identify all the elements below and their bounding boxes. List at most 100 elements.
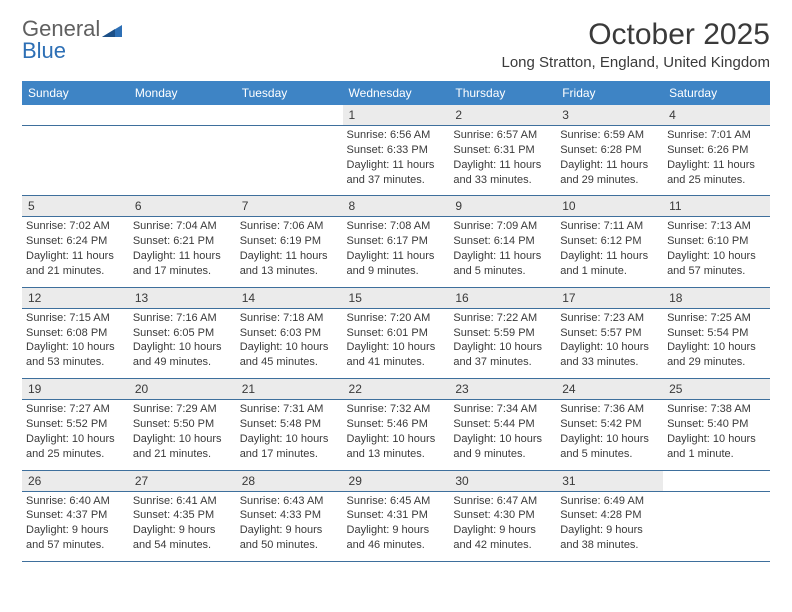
sunset-text: Sunset: 5:40 PM <box>667 417 766 432</box>
triangle-icon <box>102 21 122 37</box>
sunrise-text: Sunrise: 6:56 AM <box>347 128 446 143</box>
sunrise-text: Sunrise: 7:32 AM <box>347 402 446 417</box>
sunset-text: Sunset: 6:17 PM <box>347 234 446 249</box>
sunrise-text: Sunrise: 7:13 AM <box>667 219 766 234</box>
calendar-day-cell: Sunrise: 6:43 AMSunset: 4:33 PMDaylight:… <box>236 491 343 561</box>
sunset-text: Sunset: 6:01 PM <box>347 326 446 341</box>
calendar-day-body: Sunrise: 6:49 AMSunset: 4:28 PMDaylight:… <box>560 492 659 553</box>
calendar-header-sunday: Sunday <box>22 81 129 105</box>
sunset-text: Sunset: 6:12 PM <box>560 234 659 249</box>
sunrise-text: Sunrise: 6:41 AM <box>133 494 232 509</box>
calendar-day-cell: Sunrise: 7:06 AMSunset: 6:19 PMDaylight:… <box>236 217 343 287</box>
calendar-day-cell: Sunrise: 7:18 AMSunset: 6:03 PMDaylight:… <box>236 308 343 378</box>
daylight-text: Daylight: 11 hours and 5 minutes. <box>453 249 552 279</box>
calendar-day-cell: Sunrise: 7:02 AMSunset: 6:24 PMDaylight:… <box>22 217 129 287</box>
sunset-text: Sunset: 6:14 PM <box>453 234 552 249</box>
daylight-text: Daylight: 10 hours and 45 minutes. <box>240 340 339 370</box>
daylight-text: Daylight: 11 hours and 29 minutes. <box>560 158 659 188</box>
daylight-text: Daylight: 11 hours and 13 minutes. <box>240 249 339 279</box>
calendar-day-number: 16 <box>449 287 556 308</box>
daylight-text: Daylight: 10 hours and 13 minutes. <box>347 432 446 462</box>
sunset-text: Sunset: 6:19 PM <box>240 234 339 249</box>
calendar-day-number: 4 <box>663 105 770 126</box>
calendar-day-cell: Sunrise: 7:34 AMSunset: 5:44 PMDaylight:… <box>449 400 556 470</box>
sunrise-text: Sunrise: 7:11 AM <box>560 219 659 234</box>
sunrise-text: Sunrise: 6:47 AM <box>453 494 552 509</box>
calendar-daynum-row: 1234 <box>22 105 770 126</box>
daylight-text: Daylight: 10 hours and 53 minutes. <box>26 340 125 370</box>
calendar-day-number: 25 <box>663 379 770 400</box>
calendar-day-body: Sunrise: 7:13 AMSunset: 6:10 PMDaylight:… <box>667 217 766 278</box>
calendar-day-cell: Sunrise: 6:47 AMSunset: 4:30 PMDaylight:… <box>449 491 556 561</box>
sunset-text: Sunset: 6:26 PM <box>667 143 766 158</box>
calendar-table: SundayMondayTuesdayWednesdayThursdayFrid… <box>22 81 770 562</box>
calendar-day-cell: Sunrise: 7:15 AMSunset: 6:08 PMDaylight:… <box>22 308 129 378</box>
calendar-day-cell: Sunrise: 6:45 AMSunset: 4:31 PMDaylight:… <box>343 491 450 561</box>
sunset-text: Sunset: 6:33 PM <box>347 143 446 158</box>
calendar-day-number: 14 <box>236 287 343 308</box>
sunset-text: Sunset: 5:57 PM <box>560 326 659 341</box>
daylight-text: Daylight: 10 hours and 17 minutes. <box>240 432 339 462</box>
daylight-text: Daylight: 10 hours and 33 minutes. <box>560 340 659 370</box>
calendar-day-cell: Sunrise: 6:40 AMSunset: 4:37 PMDaylight:… <box>22 491 129 561</box>
daylight-text: Daylight: 9 hours and 50 minutes. <box>240 523 339 553</box>
sunset-text: Sunset: 4:30 PM <box>453 508 552 523</box>
calendar-day-cell: Sunrise: 7:13 AMSunset: 6:10 PMDaylight:… <box>663 217 770 287</box>
sunset-text: Sunset: 6:31 PM <box>453 143 552 158</box>
calendar-day-number: 5 <box>22 196 129 217</box>
calendar-day-number: 11 <box>663 196 770 217</box>
calendar-day-body: Sunrise: 7:36 AMSunset: 5:42 PMDaylight:… <box>560 400 659 461</box>
calendar-day-number: 27 <box>129 470 236 491</box>
calendar-day-body: Sunrise: 7:31 AMSunset: 5:48 PMDaylight:… <box>240 400 339 461</box>
calendar-day-body: Sunrise: 6:41 AMSunset: 4:35 PMDaylight:… <box>133 492 232 553</box>
calendar-day-number <box>22 105 129 126</box>
daylight-text: Daylight: 11 hours and 25 minutes. <box>667 158 766 188</box>
calendar-header-tuesday: Tuesday <box>236 81 343 105</box>
calendar-day-cell: Sunrise: 7:25 AMSunset: 5:54 PMDaylight:… <box>663 308 770 378</box>
sunrise-text: Sunrise: 7:04 AM <box>133 219 232 234</box>
calendar-daynum-row: 567891011 <box>22 196 770 217</box>
calendar-day-body: Sunrise: 6:43 AMSunset: 4:33 PMDaylight:… <box>240 492 339 553</box>
sunrise-text: Sunrise: 7:23 AM <box>560 311 659 326</box>
calendar-day-number: 23 <box>449 379 556 400</box>
sunrise-text: Sunrise: 7:02 AM <box>26 219 125 234</box>
calendar-header-friday: Friday <box>556 81 663 105</box>
sunrise-text: Sunrise: 7:34 AM <box>453 402 552 417</box>
calendar-day-number: 30 <box>449 470 556 491</box>
sunrise-text: Sunrise: 7:08 AM <box>347 219 446 234</box>
sunrise-text: Sunrise: 6:43 AM <box>240 494 339 509</box>
sunset-text: Sunset: 5:59 PM <box>453 326 552 341</box>
sunrise-text: Sunrise: 6:40 AM <box>26 494 125 509</box>
sunset-text: Sunset: 6:03 PM <box>240 326 339 341</box>
sunset-text: Sunset: 4:28 PM <box>560 508 659 523</box>
calendar-day-cell: Sunrise: 7:38 AMSunset: 5:40 PMDaylight:… <box>663 400 770 470</box>
daylight-text: Daylight: 10 hours and 41 minutes. <box>347 340 446 370</box>
header: GeneralBlue October 2025 Long Stratton, … <box>22 18 770 71</box>
daylight-text: Daylight: 9 hours and 57 minutes. <box>26 523 125 553</box>
sunset-text: Sunset: 5:46 PM <box>347 417 446 432</box>
calendar-day-cell: Sunrise: 7:36 AMSunset: 5:42 PMDaylight:… <box>556 400 663 470</box>
calendar-day-body: Sunrise: 7:06 AMSunset: 6:19 PMDaylight:… <box>240 217 339 278</box>
calendar-day-body: Sunrise: 7:22 AMSunset: 5:59 PMDaylight:… <box>453 309 552 370</box>
calendar-day-number: 21 <box>236 379 343 400</box>
sunset-text: Sunset: 6:24 PM <box>26 234 125 249</box>
sunset-text: Sunset: 6:28 PM <box>560 143 659 158</box>
calendar-day-cell: Sunrise: 7:04 AMSunset: 6:21 PMDaylight:… <box>129 217 236 287</box>
sunrise-text: Sunrise: 6:49 AM <box>560 494 659 509</box>
calendar-day-cell: Sunrise: 7:08 AMSunset: 6:17 PMDaylight:… <box>343 217 450 287</box>
page-subtitle: Long Stratton, England, United Kingdom <box>501 54 770 71</box>
calendar-day-number: 24 <box>556 379 663 400</box>
calendar-day-body: Sunrise: 7:04 AMSunset: 6:21 PMDaylight:… <box>133 217 232 278</box>
sunset-text: Sunset: 5:42 PM <box>560 417 659 432</box>
daylight-text: Daylight: 10 hours and 1 minute. <box>667 432 766 462</box>
calendar-day-body: Sunrise: 7:38 AMSunset: 5:40 PMDaylight:… <box>667 400 766 461</box>
calendar-day-body: Sunrise: 6:57 AMSunset: 6:31 PMDaylight:… <box>453 126 552 187</box>
sunrise-text: Sunrise: 7:22 AM <box>453 311 552 326</box>
calendar-day-number: 19 <box>22 379 129 400</box>
calendar-day-cell <box>129 126 236 196</box>
calendar-week-row: Sunrise: 7:15 AMSunset: 6:08 PMDaylight:… <box>22 308 770 378</box>
daylight-text: Daylight: 10 hours and 25 minutes. <box>26 432 125 462</box>
calendar-day-body: Sunrise: 7:02 AMSunset: 6:24 PMDaylight:… <box>26 217 125 278</box>
daylight-text: Daylight: 9 hours and 54 minutes. <box>133 523 232 553</box>
calendar-day-body: Sunrise: 6:45 AMSunset: 4:31 PMDaylight:… <box>347 492 446 553</box>
